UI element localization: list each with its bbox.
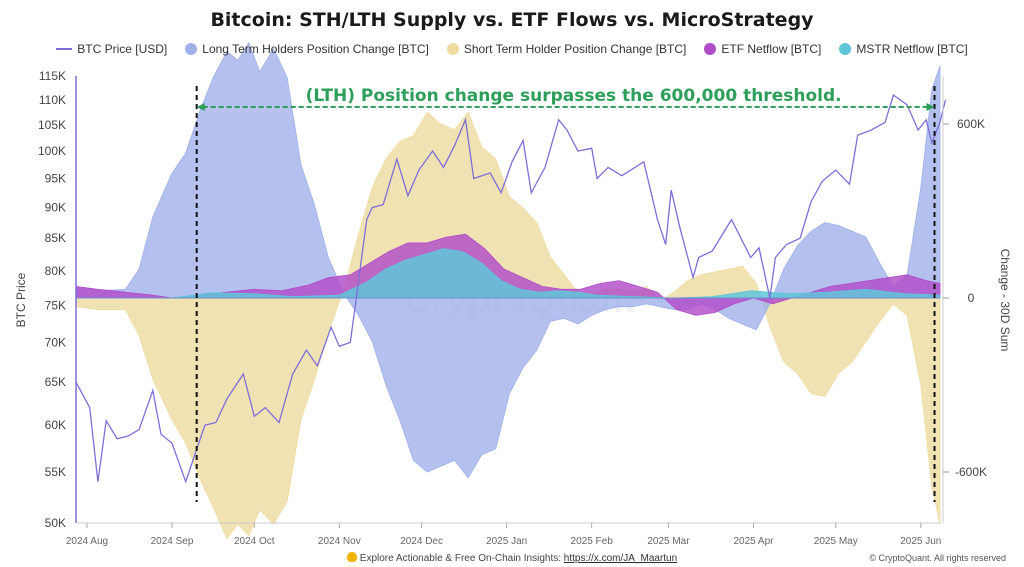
right-tick-label: 600K [957,117,985,131]
legend-swatch-dot [446,43,459,55]
right-tick-label: 0 [968,291,975,305]
left-tick-label: 75K [45,298,66,312]
annotation-arrowhead-right [926,103,935,111]
x-tick-label: 2025 Jan [486,536,527,547]
legend-item-btc-price[interactable]: BTC Price [USD] [56,42,167,56]
area-series-2 [75,111,941,540]
area-series-3 [75,233,941,316]
annotation-arrowhead-left [196,103,205,111]
x-tick-label: 2025 Apr [733,536,774,547]
x-tick-label: 2025 May [814,536,858,547]
x-tick-label: 2024 Dec [400,536,443,547]
left-tick-label: 95K [45,172,66,186]
right-axis-title: Change - 30D Sum [998,249,1012,352]
annotation-text: (LTH) Position change surpasses the 600,… [306,86,842,106]
left-tick-label: 80K [45,264,66,278]
area-series-1 [75,41,941,479]
legend-swatch-line [56,48,73,50]
legend-item-etf[interactable]: ETF Netflow [BTC] [704,42,821,56]
left-tick-label: 85K [45,231,66,245]
copyright-text: © CryptoQuant. All rights reserved [869,553,1006,563]
legend-swatch-dot [185,43,198,55]
right-tick-label: -600K [955,465,987,479]
left-tick-label: 110K [39,93,66,107]
lightbulb-icon [346,552,357,562]
x-tick-label: 2024 Sep [151,536,194,547]
legend-swatch-dot [839,43,852,55]
x-tick-label: 2024 Oct [234,536,275,547]
legend-label: ETF Netflow [BTC] [721,42,822,56]
left-tick-label: 90K [45,201,66,215]
footer-text: Explore Actionable & Free On-Chain Insig… [359,553,564,564]
legend-item-mstr[interactable]: MSTR Netflow [BTC] [839,42,968,56]
legend-swatch-dot [704,43,717,55]
left-tick-label: 100K [38,144,66,158]
left-tick-label: 115K [39,69,66,83]
x-tick-label: 2025 Feb [571,536,614,547]
x-tick-label: 2025 Jun [900,536,941,547]
footer-link[interactable]: https://x.com/JA_Maartun [563,553,678,564]
legend-item-lth[interactable]: Long Term Holders Position Change [BTC] [185,42,429,56]
left-tick-label: 55K [45,465,66,479]
left-tick-label: 70K [45,335,66,349]
x-tick-label: 2025 Mar [647,536,690,547]
left-tick-label: 65K [45,375,66,389]
price-line [75,93,947,484]
left-axis-title: BTC Price [14,272,28,327]
left-tick-label: 60K [45,418,66,432]
chart-legend: BTC Price [USD] Long Term Holders Positi… [0,42,1024,56]
left-tick-label: 50K [45,516,66,530]
legend-label: BTC Price [USD] [77,42,168,56]
left-tick-label: 105K [38,118,66,132]
footer: Explore Actionable & Free On-Chain Insig… [0,552,1024,564]
x-tick-label: 2024 Aug [66,536,108,547]
chart-title: Bitcoin: STH/LTH Supply vs. ETF Flows vs… [210,9,814,31]
legend-label: MSTR Netflow [BTC] [856,42,968,56]
area-series-4 [76,248,941,299]
legend-label: Long Term Holders Position Change [BTC] [202,42,429,56]
legend-label: Short Term Holder Position Change [BTC] [463,42,687,56]
x-tick-label: 2024 Nov [318,536,361,547]
legend-item-sth[interactable]: Short Term Holder Position Change [BTC] [446,42,687,56]
